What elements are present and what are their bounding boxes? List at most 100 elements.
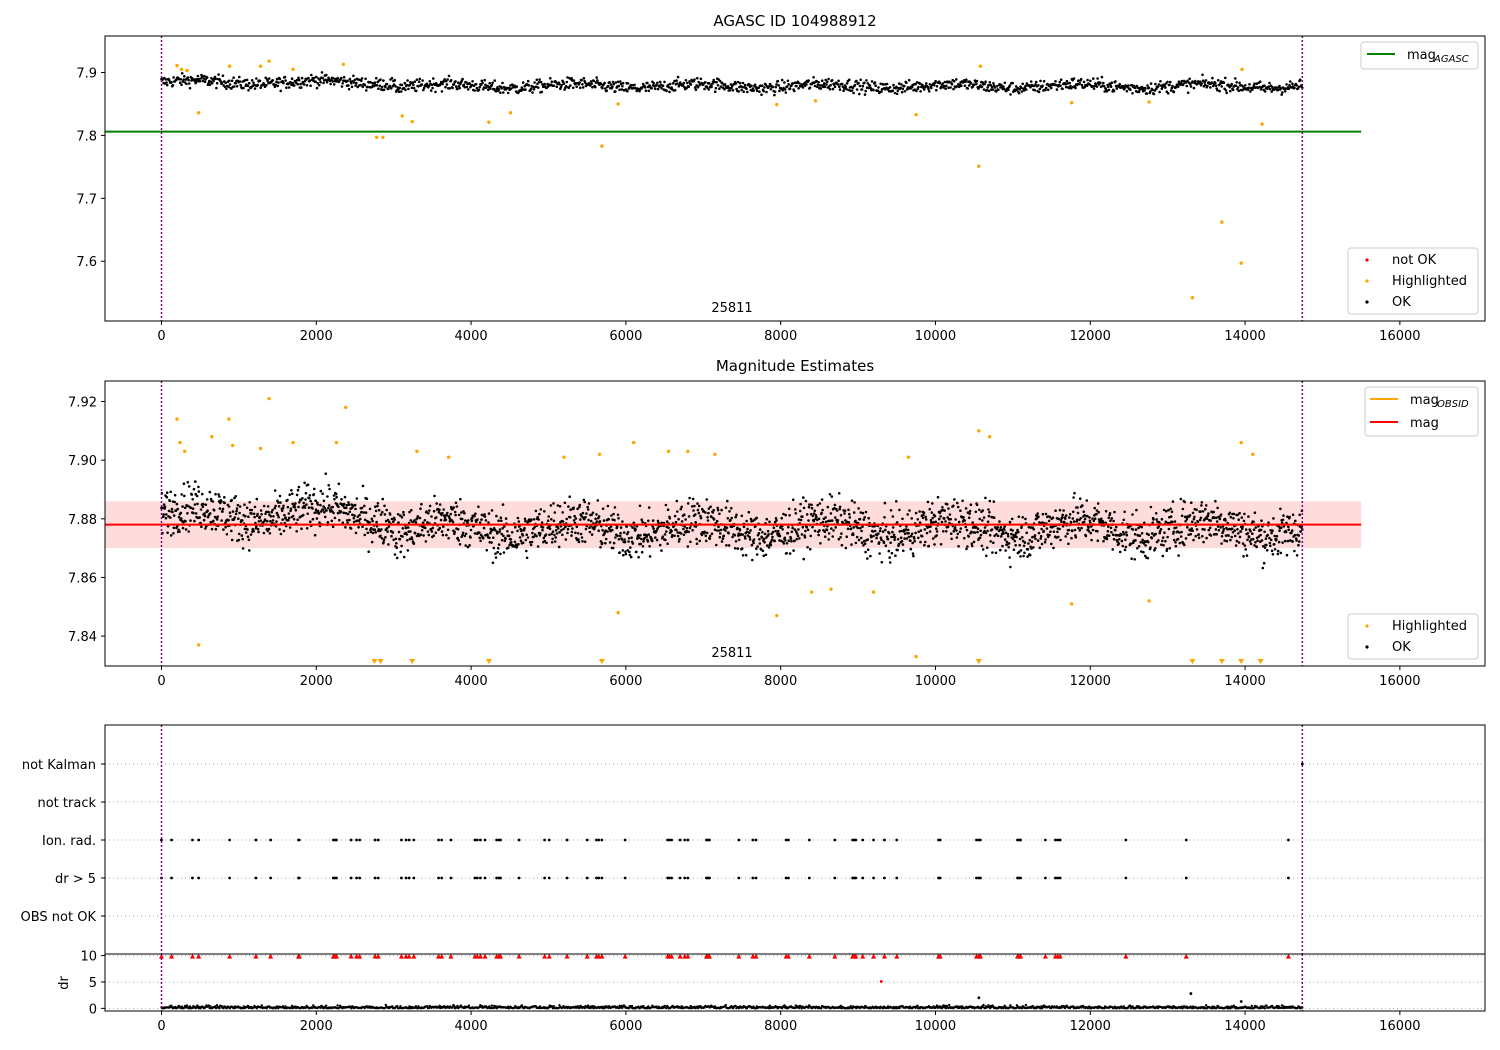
ok-point bbox=[917, 530, 920, 534]
ok-point bbox=[178, 81, 182, 84]
ion-rad-flag-point bbox=[784, 838, 788, 842]
ok-point bbox=[889, 509, 893, 512]
ok-point bbox=[607, 518, 611, 521]
ok-point bbox=[834, 516, 837, 519]
ok-point bbox=[175, 78, 178, 82]
ok-point bbox=[666, 542, 669, 545]
ok-point bbox=[194, 480, 197, 483]
ok-point bbox=[1019, 549, 1023, 552]
ok-point bbox=[595, 520, 599, 523]
ok-point bbox=[840, 82, 844, 86]
ok-point bbox=[247, 89, 250, 92]
ok-point bbox=[688, 526, 692, 530]
ok-point bbox=[585, 512, 588, 515]
ok-point bbox=[1143, 521, 1146, 525]
x-tick-label: 4000 bbox=[455, 674, 488, 689]
ok-point bbox=[1248, 83, 1251, 86]
ok-point bbox=[730, 86, 733, 90]
ok-point bbox=[1287, 525, 1290, 529]
ok-point bbox=[506, 91, 510, 95]
ok-point bbox=[958, 530, 962, 534]
ok-point bbox=[473, 89, 477, 92]
ok-point bbox=[1089, 79, 1092, 83]
ok-point bbox=[885, 535, 889, 539]
ok-point bbox=[1183, 543, 1186, 547]
ok-point bbox=[490, 541, 493, 544]
ok-point bbox=[1242, 519, 1246, 523]
ok-point bbox=[879, 82, 882, 86]
ok-point bbox=[457, 513, 461, 517]
ok-point bbox=[567, 505, 570, 508]
dr-gt-5-flag-point bbox=[678, 876, 682, 880]
ok-point bbox=[201, 492, 204, 496]
ok-point bbox=[1057, 517, 1060, 521]
ok-point bbox=[921, 516, 925, 520]
ok-point bbox=[1149, 82, 1153, 85]
ok-point bbox=[169, 516, 172, 519]
ok-point bbox=[523, 517, 527, 521]
ok-point bbox=[741, 554, 745, 557]
ok-point bbox=[1172, 90, 1176, 94]
ok-point bbox=[810, 503, 813, 507]
ok-point bbox=[1065, 79, 1069, 83]
ok-point bbox=[665, 520, 669, 523]
ok-point bbox=[779, 526, 782, 529]
ok-point bbox=[603, 81, 606, 85]
ok-point bbox=[232, 518, 236, 521]
ok-point bbox=[920, 534, 924, 538]
ok-point bbox=[886, 537, 890, 541]
ok-point bbox=[622, 531, 626, 534]
ok-point bbox=[604, 541, 607, 545]
ok-point bbox=[667, 85, 671, 89]
ok-point bbox=[503, 525, 506, 528]
ok-point bbox=[482, 526, 486, 530]
ok-point bbox=[1077, 526, 1080, 530]
ok-point bbox=[988, 499, 992, 503]
highlighted-point bbox=[775, 102, 779, 107]
ok-point bbox=[447, 536, 450, 540]
ok-point bbox=[830, 519, 834, 522]
ok-point bbox=[632, 521, 636, 525]
dr-gt-5-flag-point bbox=[355, 876, 358, 880]
ok-point bbox=[1171, 500, 1175, 503]
ok-point bbox=[855, 535, 859, 539]
ok-point bbox=[1154, 547, 1157, 550]
ok-point bbox=[1106, 529, 1110, 533]
ok-point bbox=[313, 533, 317, 537]
ok-point bbox=[813, 529, 817, 533]
ok-point bbox=[1144, 86, 1147, 90]
ok-point bbox=[715, 80, 718, 84]
ok-point bbox=[1096, 530, 1099, 533]
ion-rad-flag-point bbox=[440, 838, 444, 842]
highlighted-point bbox=[600, 144, 604, 148]
ok-point bbox=[1223, 539, 1226, 542]
ok-point bbox=[1285, 521, 1288, 525]
ok-point bbox=[597, 529, 600, 532]
ok-point bbox=[827, 532, 831, 535]
ok-point bbox=[1293, 86, 1296, 90]
ok-point bbox=[433, 494, 436, 498]
ok-point bbox=[1003, 81, 1007, 85]
ok-point bbox=[858, 84, 862, 88]
ok-point bbox=[269, 515, 273, 518]
ok-point bbox=[599, 546, 602, 549]
ok-point bbox=[673, 79, 676, 83]
ok-point bbox=[1282, 514, 1285, 517]
ok-point bbox=[818, 502, 822, 505]
ok-point bbox=[1044, 86, 1048, 90]
ok-point bbox=[935, 534, 938, 537]
ok-point bbox=[1184, 520, 1187, 523]
ok-point bbox=[518, 536, 522, 539]
ok-point bbox=[1052, 546, 1055, 550]
ok-point bbox=[566, 527, 570, 531]
highlighted-point bbox=[1240, 67, 1244, 72]
ok-point bbox=[837, 79, 840, 83]
ok-point bbox=[1052, 530, 1056, 533]
ok-point bbox=[410, 537, 414, 541]
ok-point bbox=[309, 84, 312, 87]
ok-point bbox=[1101, 520, 1105, 524]
ok-point bbox=[438, 508, 441, 512]
dr-gt-5-flag-point bbox=[667, 876, 671, 880]
ok-point bbox=[945, 84, 948, 88]
ok-point bbox=[395, 556, 399, 560]
